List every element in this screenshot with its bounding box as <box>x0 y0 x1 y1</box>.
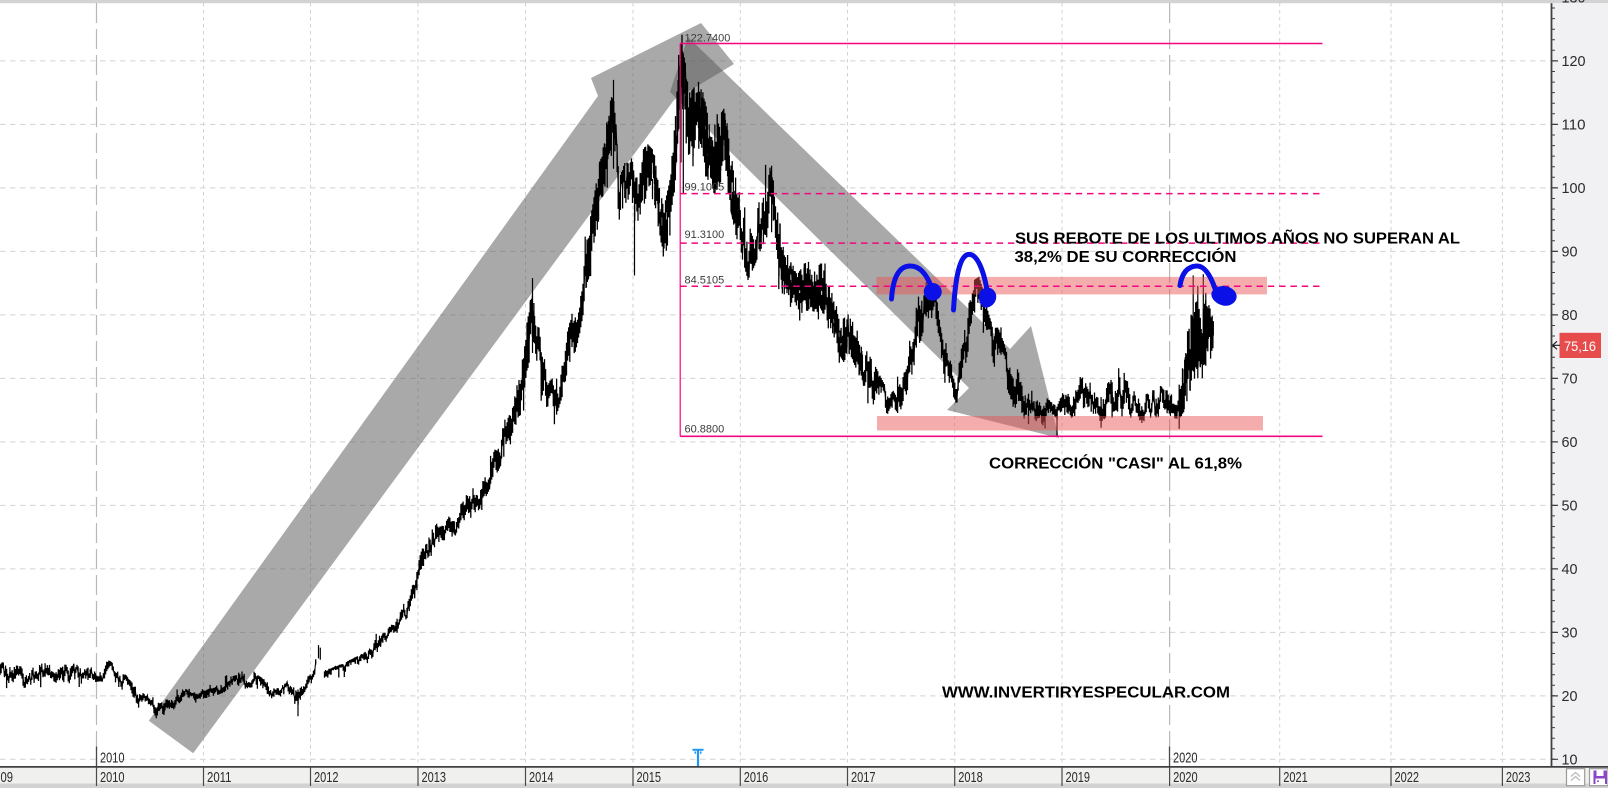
svg-text:2017: 2017 <box>851 769 876 786</box>
svg-text:2016: 2016 <box>744 769 769 786</box>
svg-text:110: 110 <box>1562 117 1586 134</box>
svg-text:40: 40 <box>1562 561 1578 578</box>
svg-text:50: 50 <box>1562 498 1578 515</box>
svg-text:80: 80 <box>1562 307 1578 324</box>
svg-text:60: 60 <box>1562 434 1578 451</box>
svg-text:2011: 2011 <box>207 769 232 786</box>
svg-text:SUS REBOTE DE LOS ULTIMOS AÑOS: SUS REBOTE DE LOS ULTIMOS AÑOS NO SUPERA… <box>1015 227 1460 247</box>
svg-text:2019: 2019 <box>1066 769 1091 786</box>
svg-text:75,16: 75,16 <box>1564 338 1596 354</box>
svg-text:WWW.INVERTIRYESPECULAR.COM: WWW.INVERTIRYESPECULAR.COM <box>942 685 1230 702</box>
svg-text:100: 100 <box>1562 180 1586 197</box>
svg-text:99.1005: 99.1005 <box>685 182 725 194</box>
svg-text:2012: 2012 <box>314 769 339 786</box>
svg-text:70: 70 <box>1562 371 1578 388</box>
svg-text:122.7400: 122.7400 <box>685 32 731 44</box>
svg-text:30: 30 <box>1562 625 1578 642</box>
svg-text:20: 20 <box>1562 688 1578 705</box>
svg-text:09: 09 <box>1 769 14 786</box>
svg-text:2013: 2013 <box>422 769 447 786</box>
svg-text:2020: 2020 <box>1173 750 1198 767</box>
svg-text:120: 120 <box>1562 53 1586 70</box>
svg-text:91.3100: 91.3100 <box>685 229 725 241</box>
svg-text:2018: 2018 <box>958 769 983 786</box>
svg-text:2023: 2023 <box>1506 769 1531 786</box>
svg-text:2014: 2014 <box>529 769 554 786</box>
svg-text:90: 90 <box>1562 244 1578 261</box>
svg-text:2015: 2015 <box>637 769 662 786</box>
svg-text:CORRECCIÓN "CASI" AL 61,8%: CORRECCIÓN "CASI" AL 61,8% <box>989 454 1242 473</box>
svg-text:2022: 2022 <box>1395 769 1420 786</box>
svg-text:38,2% DE SU CORRECCIÓN: 38,2% DE SU CORRECCIÓN <box>1015 247 1237 266</box>
svg-text:130: 130 <box>1562 0 1586 7</box>
svg-text:84.5105: 84.5105 <box>685 274 725 286</box>
svg-text:10: 10 <box>1562 752 1578 769</box>
svg-text:60.8800: 60.8800 <box>685 423 725 435</box>
svg-text:2021: 2021 <box>1283 769 1308 786</box>
svg-text:2010: 2010 <box>100 750 125 767</box>
svg-text:2020: 2020 <box>1173 769 1198 786</box>
svg-text:2010: 2010 <box>100 769 125 786</box>
